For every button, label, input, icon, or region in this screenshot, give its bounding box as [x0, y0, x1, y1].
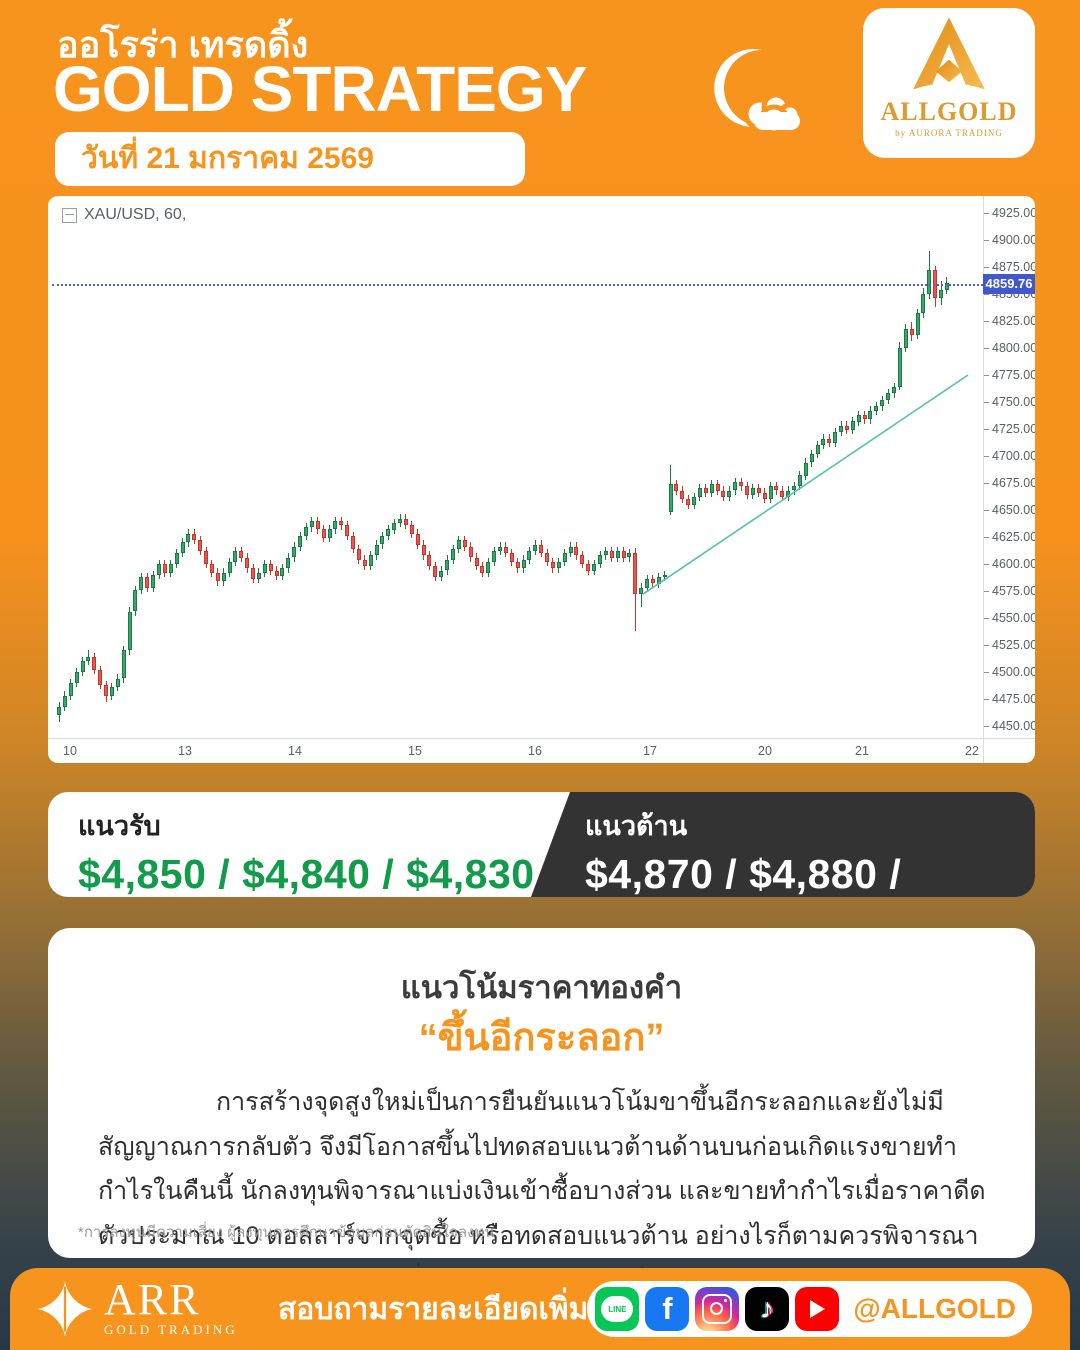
- price-tick: 4725.00: [983, 422, 1035, 436]
- date-badge: วันที่ 21 มกราคม 2569: [55, 132, 525, 186]
- time-tick: 13: [178, 744, 192, 758]
- price-tick: 4875.00: [983, 260, 1035, 274]
- allgold-a-icon: [913, 17, 985, 90]
- support-resistance-bar: แนวรับ $4,850 / $4,840 / $4,830 แนวต้าน …: [48, 792, 1035, 897]
- current-price-badge: 4859.76: [983, 273, 1035, 294]
- arr-logo: ARR GOLD TRADING: [36, 1275, 238, 1338]
- price-tick: 4625.00: [983, 530, 1035, 544]
- price-tick: 4500.00: [983, 665, 1035, 679]
- arr-brand-name: ARR: [104, 1275, 201, 1325]
- instagram-icon[interactable]: [695, 1287, 740, 1331]
- price-tick: 4650.00: [983, 503, 1035, 517]
- moon-cloud-icon: [688, 48, 808, 140]
- price-axis-line: [983, 196, 984, 763]
- price-tick: 4575.00: [983, 584, 1035, 598]
- price-tick: 4775.00: [983, 368, 1035, 382]
- social-handle: @ALLGOLD: [853, 1293, 1016, 1324]
- price-tick: 4925.00: [983, 206, 1035, 220]
- time-tick: 16: [528, 744, 542, 758]
- price-tick: 4750.00: [983, 395, 1035, 409]
- price-tick: 4525.00: [983, 638, 1035, 652]
- analysis-quote: “ขึ้นอีกระลอก”: [418, 1017, 665, 1059]
- chart-symbol-row: XAU/USD, 60,: [62, 206, 186, 224]
- price-tick: 4675.00: [983, 476, 1035, 490]
- line-icon[interactable]: LINE: [595, 1287, 640, 1331]
- price-chart: XAU/USD, 60, 4925.00 4900.00 4875.00 4850.0…: [48, 196, 1035, 763]
- allgold-logo-subtext: by AURORA TRADING: [895, 128, 1003, 138]
- brand-title-thai: ออโรร่า เทรดดิ้ง: [57, 24, 309, 65]
- disclaimer-text: *การลงทุนมีความเสี่ยง ผู้ลงทุนควรศึกษาข้…: [78, 1224, 495, 1241]
- time-tick: 10: [63, 744, 77, 758]
- social-pill: LINE f ♪ @ALLGOLD: [587, 1281, 1032, 1337]
- resistance-block: แนวต้าน $4,870 / $4,880 / $4,890: [585, 804, 1035, 897]
- resistance-panel: [531, 792, 1035, 897]
- facebook-icon[interactable]: f: [645, 1287, 690, 1331]
- resistance-values: $4,870 / $4,880 / $4,890: [585, 851, 902, 897]
- time-axis-line: [48, 738, 1035, 739]
- current-price-line: [52, 283, 983, 286]
- price-tick: 4900.00: [983, 233, 1035, 247]
- analysis-heading: แนวโน้มราคาทองคำ: [400, 970, 683, 1005]
- price-tick: 4550.00: [983, 611, 1035, 625]
- price-tick: 4800.00: [983, 341, 1035, 355]
- arr-brand-sub: GOLD TRADING: [104, 1321, 238, 1337]
- support-values: $4,850 / $4,840 / $4,830: [78, 851, 535, 897]
- time-tick: 15: [408, 744, 422, 758]
- allgold-logo-card: ALLGOLD by AURORA TRADING: [863, 8, 1035, 158]
- resistance-label: แนวต้าน: [585, 811, 688, 841]
- time-tick: 22: [965, 744, 979, 758]
- chart-symbol-label: XAU/USD, 60,: [84, 206, 187, 223]
- arr-diamond-icon: [37, 1281, 93, 1337]
- support-label: แนวรับ: [78, 811, 161, 841]
- price-tick: 4600.00: [983, 557, 1035, 571]
- analysis-card: แนวโน้มราคาทองคำ “ขึ้นอีกระลอก” การสร้าง…: [48, 928, 1035, 1294]
- price-tick: 4825.00: [983, 314, 1035, 328]
- youtube-icon[interactable]: [795, 1287, 840, 1331]
- price-tick: 4700.00: [983, 449, 1035, 463]
- time-tick: 20: [758, 744, 772, 758]
- allgold-logo-text: ALLGOLD: [880, 97, 1018, 126]
- support-block: แนวรับ $4,850 / $4,840 / $4,830: [78, 804, 535, 897]
- collapse-icon[interactable]: [62, 207, 77, 223]
- page-title: GOLD STRATEGY: [53, 53, 587, 125]
- time-tick: 14: [288, 744, 302, 758]
- price-tick: 4475.00: [983, 692, 1035, 706]
- price-tick: 4450.00: [983, 719, 1035, 733]
- line-bubble: LINE: [601, 1296, 634, 1322]
- trendline-layer: [642, 374, 969, 595]
- trendline: [642, 374, 969, 595]
- date-text: วันที่ 21 มกราคม 2569: [81, 142, 374, 175]
- time-tick: 17: [643, 744, 657, 758]
- time-tick: 21: [855, 744, 869, 758]
- footer-bar: ARR GOLD TRADING สอบถามรายละเอียดเพิ่มเต…: [10, 1268, 1070, 1350]
- tiktok-icon[interactable]: ♪: [745, 1287, 790, 1331]
